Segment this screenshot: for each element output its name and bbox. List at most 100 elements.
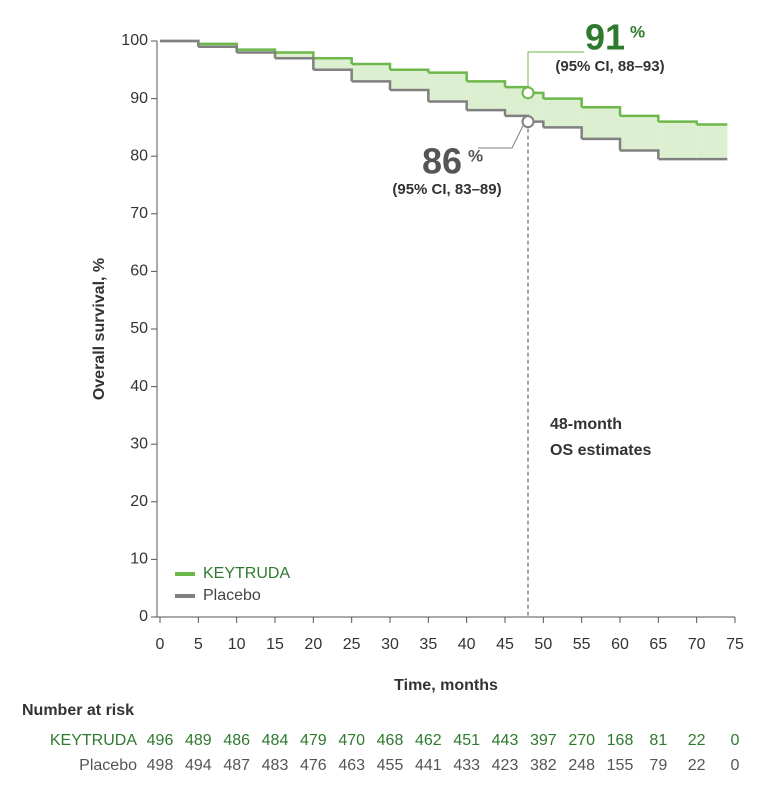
risk-value: 155 bbox=[607, 757, 634, 774]
risk-value: 486 bbox=[223, 732, 250, 749]
risk-row-name: KEYTRUDA bbox=[50, 732, 137, 749]
x-tick-label: 70 bbox=[688, 636, 706, 653]
step-segment bbox=[160, 39, 200, 47]
step-segment bbox=[351, 62, 392, 70]
y-tick-label: 0 bbox=[139, 608, 148, 625]
fill-between bbox=[390, 69, 429, 90]
x-tick-label: 40 bbox=[458, 636, 476, 653]
risk-value: 462 bbox=[415, 732, 442, 749]
annotation-ci: (95% CI, 83–89) bbox=[392, 181, 501, 198]
risk-value: 248 bbox=[568, 757, 595, 774]
fill-between bbox=[466, 81, 505, 111]
x-tick-label: 0 bbox=[156, 636, 165, 653]
y-tick-label: 50 bbox=[130, 320, 148, 337]
risk-value: 441 bbox=[415, 757, 442, 774]
fill-between bbox=[696, 124, 728, 160]
annotation-ci: (95% CI, 88–93) bbox=[555, 58, 664, 75]
legend-label: KEYTRUDA bbox=[203, 565, 290, 582]
risk-value: 494 bbox=[185, 757, 212, 774]
risk-value: 168 bbox=[607, 732, 634, 749]
x-tick-label: 45 bbox=[496, 636, 514, 653]
risk-value: 468 bbox=[377, 732, 404, 749]
risk-value: 451 bbox=[453, 732, 480, 749]
risk-value: 382 bbox=[530, 757, 557, 774]
risk-value: 455 bbox=[377, 757, 404, 774]
fill-between bbox=[351, 64, 390, 82]
risk-value: 270 bbox=[568, 732, 595, 749]
risk-value: 487 bbox=[223, 757, 250, 774]
fill-between bbox=[313, 58, 352, 70]
risk-value: 489 bbox=[185, 732, 212, 749]
risk-value: 443 bbox=[492, 732, 519, 749]
risk-value: 498 bbox=[147, 757, 174, 774]
risk-value: 0 bbox=[731, 757, 740, 774]
x-tick-label: 30 bbox=[381, 636, 399, 653]
fill-between bbox=[528, 92, 544, 122]
y-tick-label: 40 bbox=[130, 378, 148, 395]
step-segment bbox=[236, 51, 277, 59]
step-segment bbox=[581, 137, 622, 151]
step-segment bbox=[466, 108, 507, 116]
step-segment bbox=[620, 149, 660, 160]
annotation-value: 86 bbox=[422, 141, 462, 182]
risk-table-title: Number at risk bbox=[22, 702, 134, 719]
x-tick-label: 55 bbox=[573, 636, 591, 653]
reference-label: OS estimates bbox=[550, 442, 651, 459]
reference-label: 48-month bbox=[550, 416, 622, 433]
legend-label: Placebo bbox=[203, 587, 261, 604]
step-segment bbox=[198, 45, 238, 53]
step-segment bbox=[351, 80, 392, 90]
step-segment bbox=[313, 57, 353, 65]
risk-value: 484 bbox=[262, 732, 289, 749]
fill-between bbox=[658, 121, 697, 160]
y-tick-label: 60 bbox=[130, 263, 148, 280]
risk-value: 496 bbox=[147, 732, 174, 749]
fill-between bbox=[620, 115, 659, 151]
step-segment bbox=[428, 100, 468, 111]
step-segment bbox=[313, 68, 353, 82]
risk-value: 79 bbox=[649, 757, 667, 774]
fill-between bbox=[236, 49, 275, 53]
risk-value: 479 bbox=[300, 732, 327, 749]
x-tick-label: 15 bbox=[266, 636, 284, 653]
y-tick-label: 30 bbox=[130, 435, 148, 452]
y-tick-label: 10 bbox=[130, 551, 148, 568]
risk-value: 463 bbox=[338, 757, 365, 774]
estimate-marker bbox=[521, 115, 535, 129]
y-tick-label: 100 bbox=[121, 32, 148, 49]
step-segment bbox=[390, 68, 430, 73]
step-segment bbox=[543, 97, 583, 108]
risk-value: 397 bbox=[530, 732, 557, 749]
risk-value: 22 bbox=[688, 757, 706, 774]
risk-value: 483 bbox=[262, 757, 289, 774]
step-segment bbox=[581, 105, 622, 116]
fill-between bbox=[543, 98, 582, 128]
y-tick-label: 20 bbox=[130, 493, 148, 510]
risk-value: 81 bbox=[649, 732, 667, 749]
risk-value: 22 bbox=[688, 732, 706, 749]
risk-value: 433 bbox=[453, 757, 480, 774]
risk-value: 470 bbox=[338, 732, 365, 749]
y-tick-label: 90 bbox=[130, 90, 148, 107]
y-tick-label: 80 bbox=[130, 147, 148, 164]
step-segment bbox=[543, 126, 583, 139]
y-axis-label: Overall survival, % bbox=[91, 258, 108, 400]
x-tick-label: 20 bbox=[304, 636, 322, 653]
step-segment bbox=[428, 71, 468, 82]
x-tick-label: 10 bbox=[228, 636, 246, 653]
annotation-value: 91 bbox=[585, 17, 625, 58]
risk-value: 423 bbox=[492, 757, 519, 774]
x-axis-label: Time, months bbox=[394, 677, 498, 694]
x-tick-label: 35 bbox=[419, 636, 437, 653]
fill-between bbox=[428, 72, 467, 102]
risk-row-name: Placebo bbox=[79, 757, 137, 774]
x-tick-label: 60 bbox=[611, 636, 629, 653]
estimate-marker bbox=[521, 86, 535, 100]
annotation-unit: % bbox=[468, 146, 483, 165]
annotation-leader bbox=[527, 51, 584, 87]
fill-between bbox=[581, 107, 620, 139]
x-tick-label: 65 bbox=[649, 636, 667, 653]
x-tick-label: 25 bbox=[343, 636, 361, 653]
